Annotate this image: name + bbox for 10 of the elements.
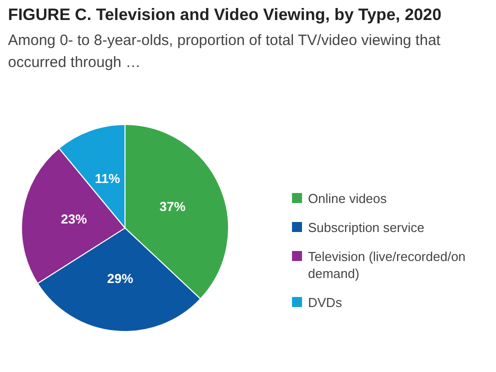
data-label: 37% [159, 199, 186, 214]
data-label: 11% [94, 170, 121, 186]
data-label: 23% [60, 211, 88, 226]
chart-title: FIGURE C. Television and Video Viewing, by Type, 2020 [8, 6, 442, 25]
legend-label: DVDs [308, 294, 342, 311]
chart-subtitle: Among 0- to 8-year-olds, proportion of total TV/video viewing that occurred through … [8, 31, 442, 73]
legend-label: Subscription service [308, 219, 424, 236]
data-label: 29% [107, 271, 134, 286]
legend-label: Online videos [308, 190, 387, 207]
legend-label: Television (live/recorded/on demand) [308, 248, 467, 282]
